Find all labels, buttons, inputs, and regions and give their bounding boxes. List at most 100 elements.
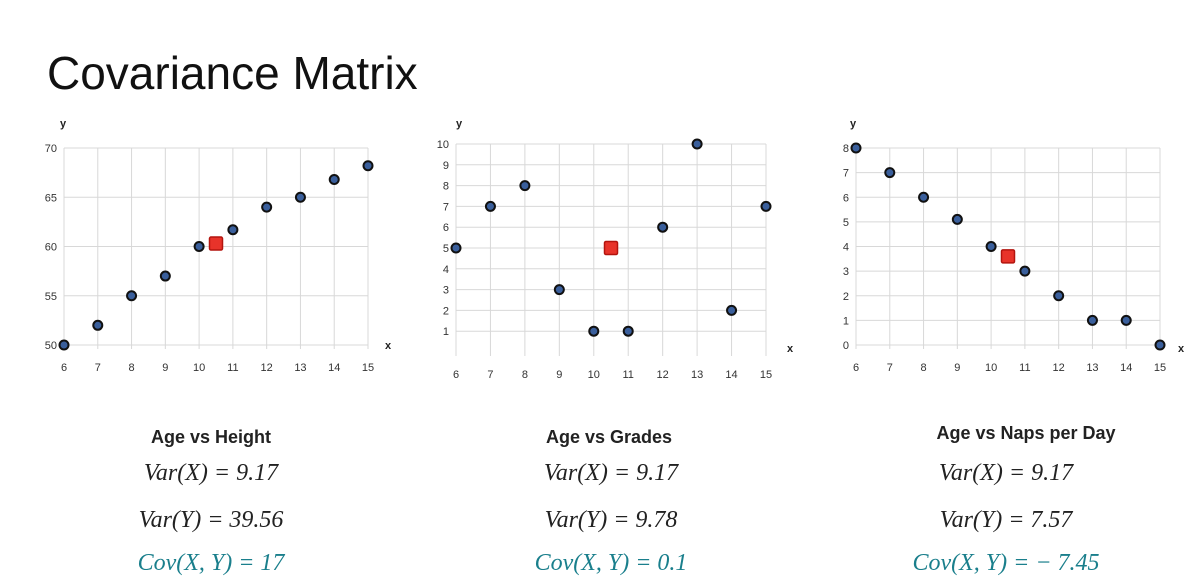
data-point — [92, 319, 104, 331]
x-tick-label: 12 — [261, 362, 273, 374]
mean-marker — [603, 240, 619, 256]
var-x-age-naps: Var(X) = 9.17 — [938, 460, 1074, 486]
data-point — [850, 142, 862, 154]
data-point — [1086, 314, 1098, 326]
x-tick-label: 10 — [193, 362, 205, 374]
x-tick-label: 10 — [588, 369, 600, 381]
x-tick-label: 9 — [162, 362, 168, 374]
var-y-age-grades: Var(Y) = 9.78 — [544, 507, 678, 533]
data-point — [58, 339, 70, 351]
y-tick-label: 8 — [843, 143, 849, 155]
x-tick-label: 11 — [227, 362, 238, 374]
data-point — [951, 213, 963, 225]
y-tick-label: 5 — [443, 243, 449, 255]
data-point — [159, 270, 171, 282]
x-tick-label: 15 — [1154, 362, 1166, 374]
y-tick-label: 2 — [843, 291, 849, 303]
y-tick-label: 2 — [443, 305, 449, 317]
data-point — [985, 241, 997, 252]
y-tick-label: 60 — [45, 242, 57, 254]
data-point — [760, 200, 772, 212]
chart-caption-age-height: Age vs Height — [150, 427, 272, 447]
data-point — [227, 224, 239, 236]
data-point — [193, 241, 205, 252]
x-tick-label: 7 — [887, 362, 893, 374]
mean-marker — [208, 236, 224, 251]
y-tick-label: 8 — [443, 181, 449, 193]
var-y-age-height: Var(Y) = 39.56 — [138, 507, 284, 533]
data-point — [657, 221, 669, 233]
x-tick-label: 7 — [487, 369, 493, 381]
x-axis-label: x — [787, 343, 794, 355]
x-tick-label: 14 — [328, 362, 340, 374]
var-y-age-naps: Var(Y) = 7.57 — [939, 507, 1073, 533]
chart-caption-age-grades: Age vs Grades — [545, 427, 673, 447]
y-tick-label: 3 — [443, 285, 449, 297]
data-point — [484, 200, 496, 212]
y-axis-label: y — [456, 118, 463, 130]
x-tick-label: 9 — [954, 362, 960, 374]
x-tick-label: 6 — [453, 369, 459, 381]
y-tick-label: 4 — [843, 242, 849, 254]
var-x-age-height: Var(X) = 9.17 — [143, 460, 279, 486]
x-tick-label: 15 — [362, 362, 374, 374]
x-tick-label: 8 — [920, 362, 926, 374]
x-tick-label: 8 — [522, 369, 528, 381]
x-axis-label: x — [1178, 343, 1185, 355]
data-point — [918, 191, 930, 203]
x-tick-label: 14 — [725, 369, 737, 381]
x-tick-label: 12 — [1053, 362, 1065, 374]
y-tick-label: 3 — [843, 266, 849, 278]
data-point — [362, 160, 374, 172]
data-point — [126, 290, 138, 302]
y-tick-label: 55 — [45, 291, 57, 303]
x-tick-label: 7 — [95, 362, 101, 374]
y-tick-label: 7 — [843, 168, 849, 180]
y-tick-label: 1 — [443, 326, 449, 338]
y-tick-label: 70 — [45, 143, 57, 155]
x-tick-label: 6 — [853, 362, 859, 374]
data-point — [553, 284, 565, 296]
x-tick-label: 8 — [128, 362, 134, 374]
y-tick-label: 1 — [843, 315, 849, 327]
data-point — [1120, 314, 1132, 326]
x-tick-label: 11 — [1019, 362, 1030, 374]
cov-age-naps: Cov(X, Y) = − 7.45 — [912, 550, 1100, 576]
y-tick-label: 0 — [843, 340, 849, 352]
x-tick-label: 13 — [1086, 362, 1098, 374]
y-tick-label: 7 — [443, 201, 449, 213]
data-point — [726, 304, 738, 316]
data-point — [884, 167, 896, 179]
x-tick-label: 12 — [657, 369, 669, 381]
data-point — [519, 180, 531, 192]
chart-caption-age-naps: Age vs Naps per Day — [936, 423, 1116, 443]
x-tick-label: 6 — [61, 362, 67, 374]
y-tick-label: 6 — [843, 192, 849, 204]
y-axis-label: y — [850, 118, 857, 130]
x-axis-label: x — [385, 340, 392, 352]
x-tick-label: 10 — [985, 362, 997, 374]
x-tick-label: 15 — [760, 369, 772, 381]
page-title: Covariance Matrix — [47, 47, 418, 99]
data-point — [294, 191, 306, 203]
cov-age-height: Cov(X, Y) = 17 — [137, 550, 285, 576]
var-x-age-grades: Var(X) = 9.17 — [543, 460, 679, 486]
mean-marker — [1000, 249, 1016, 264]
data-point — [261, 201, 273, 213]
data-point — [328, 174, 340, 186]
x-tick-label: 9 — [556, 369, 562, 381]
x-tick-label: 11 — [623, 369, 634, 381]
y-axis-label: y — [60, 118, 67, 130]
data-point — [691, 138, 703, 150]
data-point — [450, 242, 462, 254]
x-tick-label: 13 — [294, 362, 306, 374]
data-point — [1154, 339, 1166, 351]
data-point — [1019, 265, 1031, 277]
y-tick-label: 50 — [45, 340, 57, 352]
y-tick-label: 65 — [45, 192, 57, 204]
data-point — [1053, 290, 1065, 302]
data-point — [622, 325, 634, 337]
data-point — [588, 325, 600, 337]
